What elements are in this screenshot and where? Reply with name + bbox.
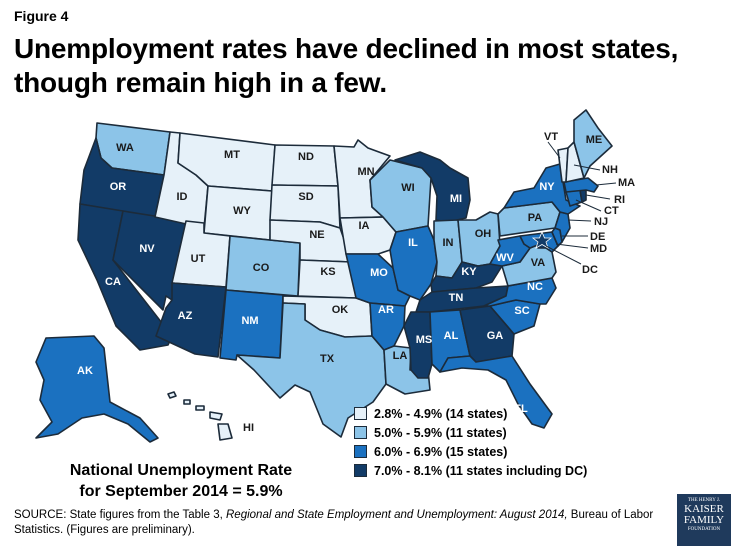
national-rate-note: National Unemployment Rate for September…: [58, 460, 304, 502]
state-AK: [35, 335, 159, 443]
state-TX: [236, 302, 387, 438]
legend-label: 6.0% - 6.9% (15 states): [374, 444, 508, 459]
state-label-MN: MN: [357, 166, 374, 178]
national-rate-line2: for September 2014 = 5.9%: [79, 483, 283, 500]
map-legend: 2.8% - 4.9% (14 states) 5.0% - 5.9% (11 …: [354, 404, 587, 480]
state-label-CO: CO: [253, 262, 270, 274]
legend-swatch: [354, 445, 367, 458]
state-label-DC: DC: [582, 264, 598, 276]
state-label-IN: IN: [443, 237, 454, 249]
state-label-NE: NE: [309, 229, 324, 241]
state-label-MI: MI: [450, 193, 462, 205]
state-label-NJ: NJ: [594, 216, 608, 228]
legend-label: 7.0% - 8.1% (11 states including DC): [374, 463, 588, 478]
state-label-TN: TN: [449, 292, 464, 304]
state-label-OK: OK: [332, 304, 349, 316]
state-label-CT: CT: [604, 205, 619, 217]
state-label-TX: TX: [320, 353, 335, 365]
state-MI: [394, 151, 471, 223]
legend-item: 6.0% - 6.9% (15 states): [354, 442, 587, 461]
state-label-SC: SC: [514, 305, 529, 317]
state-label-GA: GA: [487, 330, 504, 342]
state-label-CA: CA: [105, 276, 121, 288]
state-label-AZ: AZ: [178, 310, 193, 322]
state-NC: [483, 277, 557, 307]
state-label-NC: NC: [527, 281, 543, 293]
leader-lines: [545, 141, 617, 265]
state-label-LA: LA: [393, 350, 408, 362]
national-rate-line1: National Unemployment Rate: [69, 462, 293, 479]
legend-swatch: [354, 464, 367, 477]
state-label-ME: ME: [586, 134, 603, 146]
source-suffix: Bureau of Labor Statistics. (Figures are…: [14, 509, 654, 536]
state-HI: [167, 391, 233, 441]
state-label-ID: ID: [177, 191, 188, 203]
legend-item: 2.8% - 4.9% (14 states): [354, 404, 587, 423]
source-title: Regional and State Employment and Unempl…: [226, 509, 568, 521]
state-label-VA: VA: [531, 257, 546, 269]
legend-label: 2.8% - 4.9% (14 states): [374, 406, 508, 421]
state-label-MD: MD: [590, 243, 607, 255]
page-title: Unemployment rates have declined in most…: [14, 33, 679, 98]
state-label-FL: FL: [514, 403, 528, 415]
source-note: SOURCE: State figures from the Table 3, …: [14, 508, 654, 538]
state-label-ND: ND: [298, 151, 314, 163]
state-label-MO: MO: [370, 267, 388, 279]
legend-item: 5.0% - 5.9% (11 states): [354, 423, 587, 442]
state-label-WY: WY: [233, 205, 251, 217]
state-MA: [563, 177, 599, 193]
legend-label: 5.0% - 5.9% (11 states): [374, 425, 507, 440]
state-label-PA: PA: [528, 212, 543, 224]
state-label-OR: OR: [110, 181, 127, 193]
state-label-MA: MA: [618, 177, 635, 189]
state-label-SD: SD: [298, 191, 313, 203]
state-ME: [573, 109, 613, 179]
state-label-IA: IA: [359, 220, 370, 232]
state-label-AL: AL: [444, 330, 459, 342]
state-label-AK: AK: [77, 365, 93, 377]
state-label-WA: WA: [116, 142, 134, 154]
state-RI: [579, 189, 587, 203]
state-label-OH: OH: [475, 228, 492, 240]
legend-item: 7.0% - 8.1% (11 states including DC): [354, 461, 587, 480]
state-FL: [439, 355, 553, 429]
state-label-WI: WI: [401, 182, 414, 194]
state-label-MT: MT: [224, 149, 240, 161]
state-label-UT: UT: [191, 253, 206, 265]
figure-label: Figure 4: [14, 8, 69, 24]
state-label-NH: NH: [602, 164, 618, 176]
legend-swatch: [354, 407, 367, 420]
kff-logo: THE HENRY J. KAISER FAMILY FOUNDATION: [677, 494, 731, 546]
state-label-KS: KS: [320, 266, 335, 278]
state-label-WV: WV: [496, 252, 514, 264]
state-label-KY: KY: [461, 266, 477, 278]
state-label-AR: AR: [378, 304, 394, 316]
source-prefix: SOURCE: State figures from the Table 3,: [14, 509, 226, 521]
state-label-RI: RI: [614, 194, 625, 206]
state-label-NV: NV: [139, 243, 155, 255]
state-label-NY: NY: [539, 181, 555, 193]
legend-swatch: [354, 426, 367, 439]
state-label-DE: DE: [590, 231, 605, 243]
state-label-VT: VT: [544, 131, 558, 143]
dc-star-icon: [531, 230, 553, 249]
state-label-HI: HI: [243, 422, 254, 434]
state-label-MS: MS: [416, 334, 433, 346]
state-label-NM: NM: [241, 315, 258, 327]
state-label-IL: IL: [408, 237, 418, 249]
